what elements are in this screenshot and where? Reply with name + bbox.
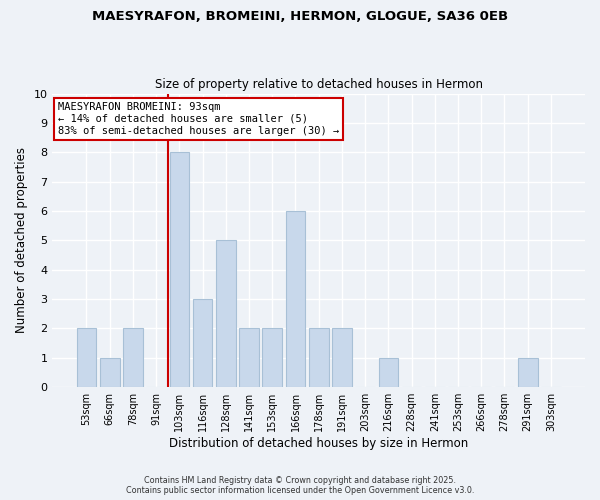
Bar [518, 358, 538, 387]
Bar [286, 211, 305, 387]
X-axis label: Distribution of detached houses by size in Hermon: Distribution of detached houses by size … [169, 437, 469, 450]
Bar [309, 328, 329, 387]
Text: MAESYRAFON, BROMEINI, HERMON, GLOGUE, SA36 0EB: MAESYRAFON, BROMEINI, HERMON, GLOGUE, SA… [92, 10, 508, 23]
Bar [193, 299, 212, 387]
Bar [100, 358, 119, 387]
Bar [262, 328, 282, 387]
Bar [77, 328, 97, 387]
Bar [332, 328, 352, 387]
Bar [123, 328, 143, 387]
Bar [379, 358, 398, 387]
Text: MAESYRAFON BROMEINI: 93sqm
← 14% of detached houses are smaller (5)
83% of semi-: MAESYRAFON BROMEINI: 93sqm ← 14% of deta… [58, 102, 339, 136]
Text: Contains HM Land Registry data © Crown copyright and database right 2025.
Contai: Contains HM Land Registry data © Crown c… [126, 476, 474, 495]
Y-axis label: Number of detached properties: Number of detached properties [15, 148, 28, 334]
Bar [239, 328, 259, 387]
Title: Size of property relative to detached houses in Hermon: Size of property relative to detached ho… [155, 78, 483, 91]
Bar [216, 240, 236, 387]
Bar [170, 152, 189, 387]
